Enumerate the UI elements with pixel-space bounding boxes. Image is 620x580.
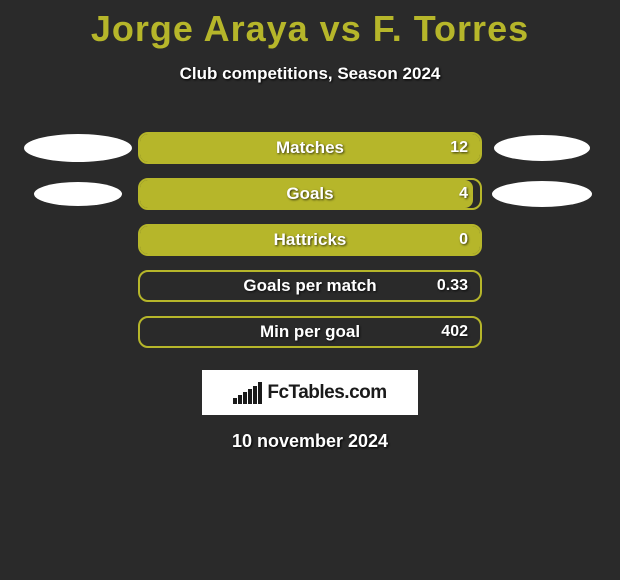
stat-bar-fill	[140, 226, 480, 254]
stat-value: 402	[441, 323, 468, 341]
player1-ellipse	[34, 182, 122, 206]
left-side	[18, 182, 138, 206]
stat-bar: Min per goal402	[138, 316, 482, 348]
stat-bar: Goals per match0.33	[138, 270, 482, 302]
stat-label: Goals per match	[140, 276, 480, 296]
stat-row: Hattricks0	[0, 224, 620, 256]
subtitle: Club competitions, Season 2024	[0, 64, 620, 84]
stat-row: Goals4	[0, 178, 620, 210]
stat-bar-fill	[140, 134, 480, 162]
stat-bar: Goals4	[138, 178, 482, 210]
vs-text: vs	[320, 8, 362, 49]
logo-box: FcTables.com	[202, 370, 418, 415]
stat-bar-fill	[140, 180, 473, 208]
player2-ellipse	[494, 135, 590, 161]
stat-row: Min per goal402	[0, 316, 620, 348]
player2-ellipse	[492, 181, 592, 207]
logo-text: FcTables.com	[267, 382, 386, 404]
stat-row: Goals per match0.33	[0, 270, 620, 302]
player1-ellipse	[24, 134, 132, 162]
right-side	[482, 135, 602, 161]
left-side	[18, 134, 138, 162]
stat-bar: Matches12	[138, 132, 482, 164]
stat-bar: Hattricks0	[138, 224, 482, 256]
stats-container: Matches12 Goals4 Hattricks0 Goals per match…	[0, 132, 620, 348]
page-title: Jorge Araya vs F. Torres	[0, 0, 620, 50]
stat-value: 0.33	[437, 277, 468, 295]
stat-label: Min per goal	[140, 322, 480, 342]
player1-name: Jorge Araya	[91, 8, 309, 49]
logo-chart-icon	[233, 382, 261, 404]
player2-name: F. Torres	[373, 8, 529, 49]
right-side	[482, 181, 602, 207]
stat-row: Matches12	[0, 132, 620, 164]
date-text: 10 november 2024	[0, 431, 620, 452]
